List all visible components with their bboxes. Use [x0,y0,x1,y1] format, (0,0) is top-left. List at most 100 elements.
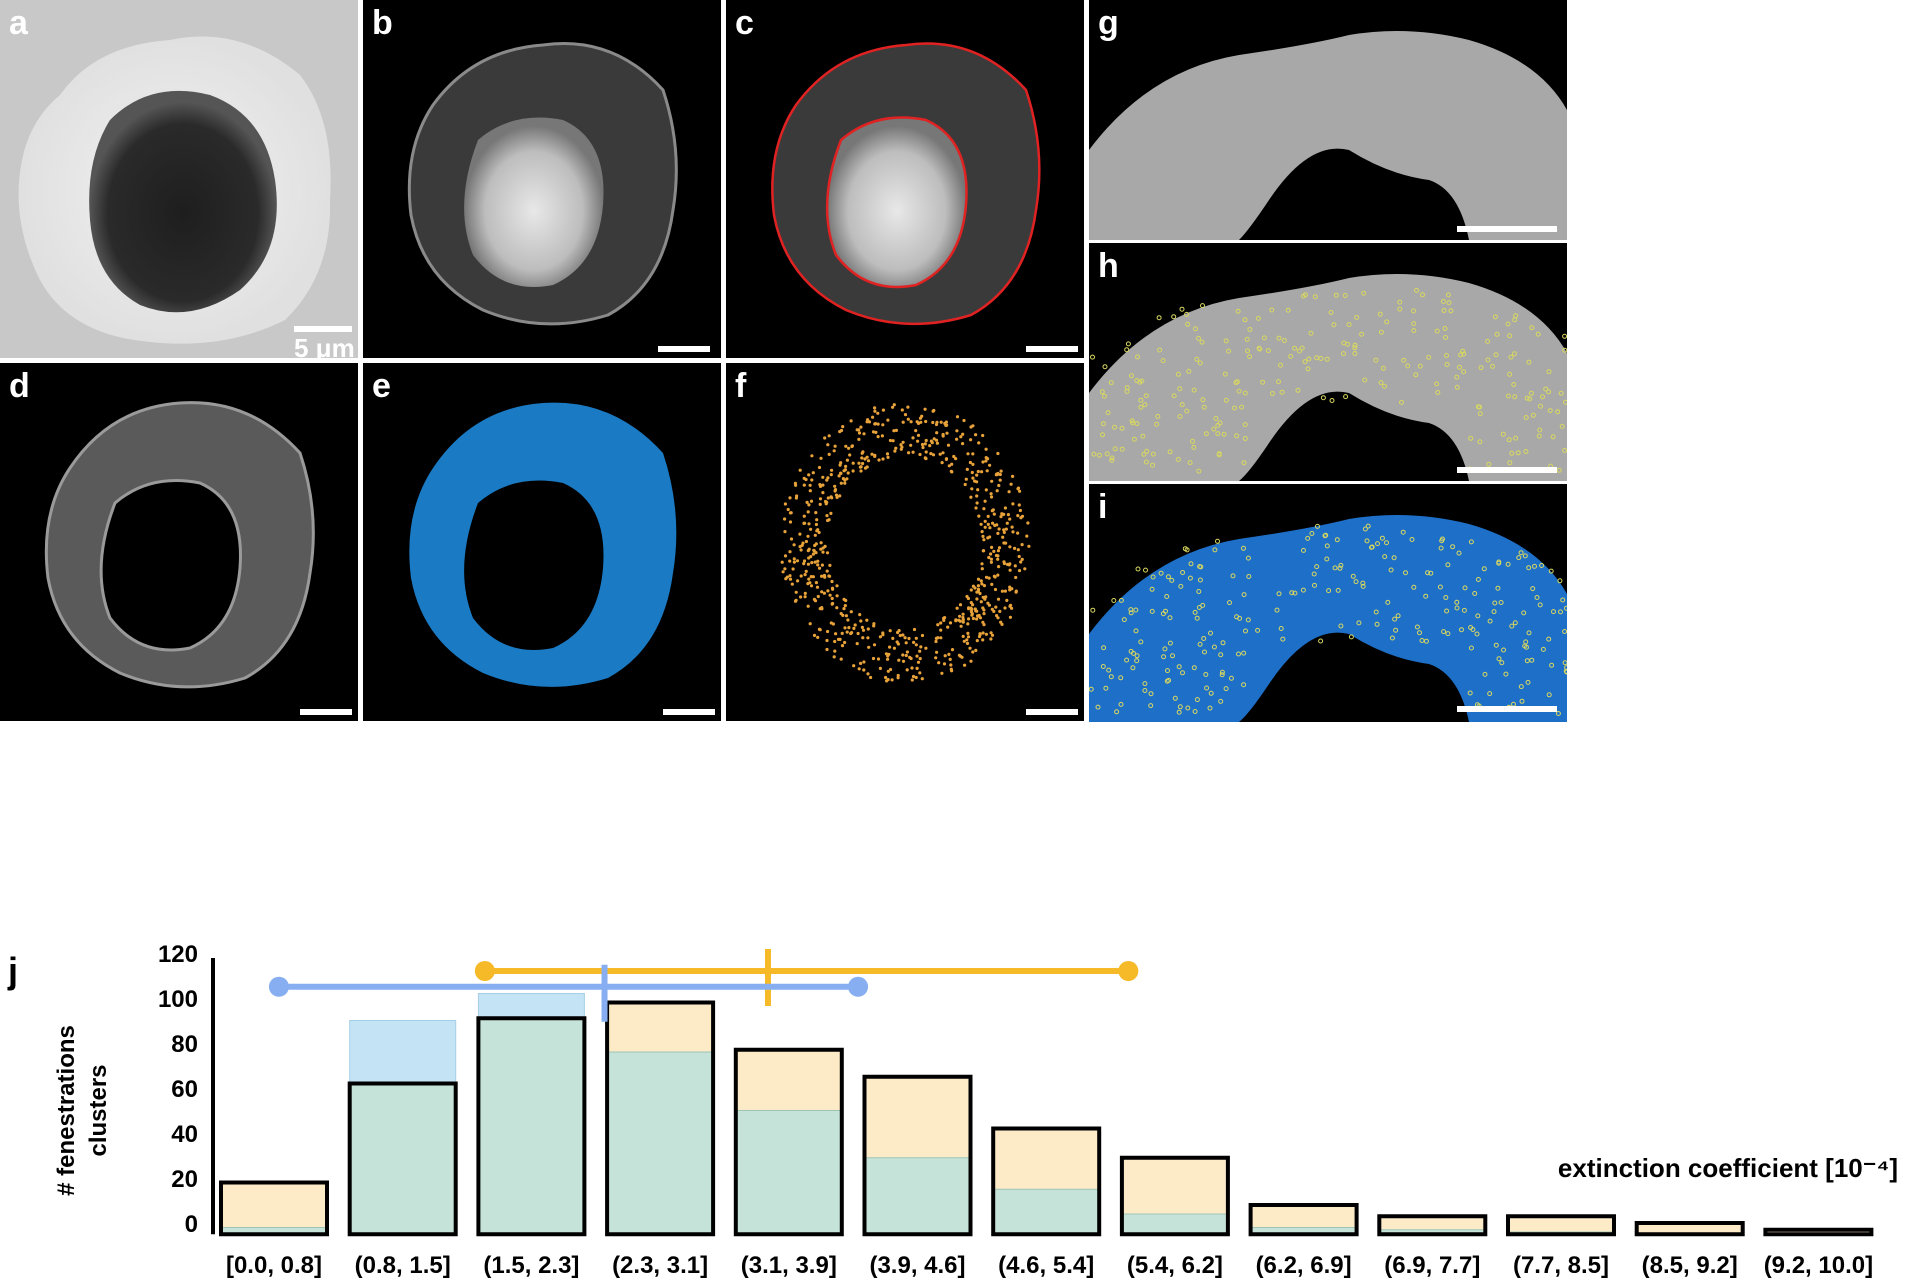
fenestration-dot [803,595,807,599]
detection-marker [1143,567,1148,573]
fenestration-dot [1000,589,1004,593]
fenestration-dot [809,499,814,503]
detection-marker [1269,307,1275,313]
detection-marker [1219,672,1225,678]
fenestration-dot [789,537,794,541]
fenestration-dot [794,590,798,594]
fenestration-dot [1016,531,1020,535]
detection-marker [1118,597,1124,603]
detection-marker [1129,373,1134,379]
bar-outline [219,1180,329,1237]
detection-marker [1130,665,1136,671]
detection-marker [1167,449,1173,455]
detection-marker [1378,380,1384,386]
fenestration-dot [961,617,965,622]
detection-marker [1255,315,1261,321]
fenestration-dot [848,453,852,457]
detection-marker [1176,664,1182,670]
fenestration-dot [839,657,843,661]
detection-marker [1186,368,1192,374]
detection-marker [1461,607,1467,613]
fenestration-dot [989,560,993,564]
fenestration-dot [945,431,949,435]
fenestration-dot [820,574,824,578]
fenestration-dot [974,648,978,652]
fenestration-dot [990,479,994,483]
fenestration-dot [957,618,961,622]
detection-marker [1089,686,1094,692]
fenestration-dot [843,604,847,608]
detection-marker [1454,605,1460,611]
detection-marker [1241,650,1247,656]
fenestration-dot [939,628,943,632]
fenestration-dot [881,633,885,637]
panel-label: g [1098,4,1119,42]
fenestration-dot [1003,606,1007,610]
fenestration-dot [869,675,873,680]
detection-marker [1185,705,1191,711]
detection-marker [1305,366,1311,372]
detection-marker [1477,404,1483,410]
panel-a: a 5 μm [0,0,358,358]
fenestration-dot [909,443,913,447]
detection-marker [1442,326,1448,331]
panel-h-image [1089,274,1567,481]
detection-marker [1239,404,1245,410]
detection-marker [1150,574,1156,580]
y-tick-label: 100 [158,986,198,1013]
fenestration-dot [886,455,890,459]
detection-marker [1142,681,1148,687]
detection-marker [1182,546,1188,552]
fenestration-dot [817,530,821,535]
fenestration-dot [976,577,981,581]
fenestration-dot [938,452,942,456]
fenestration-dot [799,595,803,599]
panel-label: h [1098,247,1119,285]
fenestration-dot [966,635,971,639]
detection-marker [1109,457,1115,463]
fenestration-dot [806,582,810,586]
fenestration-dot [838,637,842,641]
fenestration-dot [833,444,837,448]
fenestration-dot [885,452,890,456]
fenestration-dot [865,618,869,622]
fenestration-dot [973,586,977,590]
detection-marker [1202,649,1207,655]
fenestration-dot [863,457,867,461]
scale-bar [1026,709,1078,715]
fenestration-dot [886,418,890,422]
fenestration-dot [980,567,984,571]
fenestration-dot [948,621,953,625]
fenestration-dot [971,462,975,466]
fenestration-dot [991,508,995,512]
fenestration-dot [867,420,872,424]
detection-marker [1373,609,1379,615]
fenestration-dot [1008,562,1012,566]
fenestration-dot [903,413,908,417]
x-tick-label: (5.4, 6.2] [1127,1252,1223,1279]
fenestration-dot [994,605,998,609]
detection-marker [1105,410,1111,416]
fenestration-dot [1013,546,1017,550]
detection-marker [1454,384,1460,390]
fenestration-dot [871,430,876,434]
detection-marker [1527,396,1533,402]
fenestration-dot [967,607,971,611]
detection-marker [1236,651,1241,657]
fenestration-dot [1017,569,1022,573]
detection-marker [1133,628,1139,634]
panel-c-image [771,42,1041,326]
detection-marker [1332,565,1338,571]
fenestration-dot [961,634,965,638]
fenestration-dot [928,444,932,448]
detection-marker [1534,595,1540,600]
fenestration-dot [971,616,975,621]
fenestration-dot [821,483,825,487]
detection-marker [1139,378,1145,384]
fenestration-dot [952,454,956,459]
detection-marker [1468,645,1474,651]
fenestration-dot [955,437,959,441]
detection-marker [1118,675,1124,681]
y-axis-label: # fenestrations clusters [53,1025,112,1196]
fenestration-dot [801,541,805,545]
